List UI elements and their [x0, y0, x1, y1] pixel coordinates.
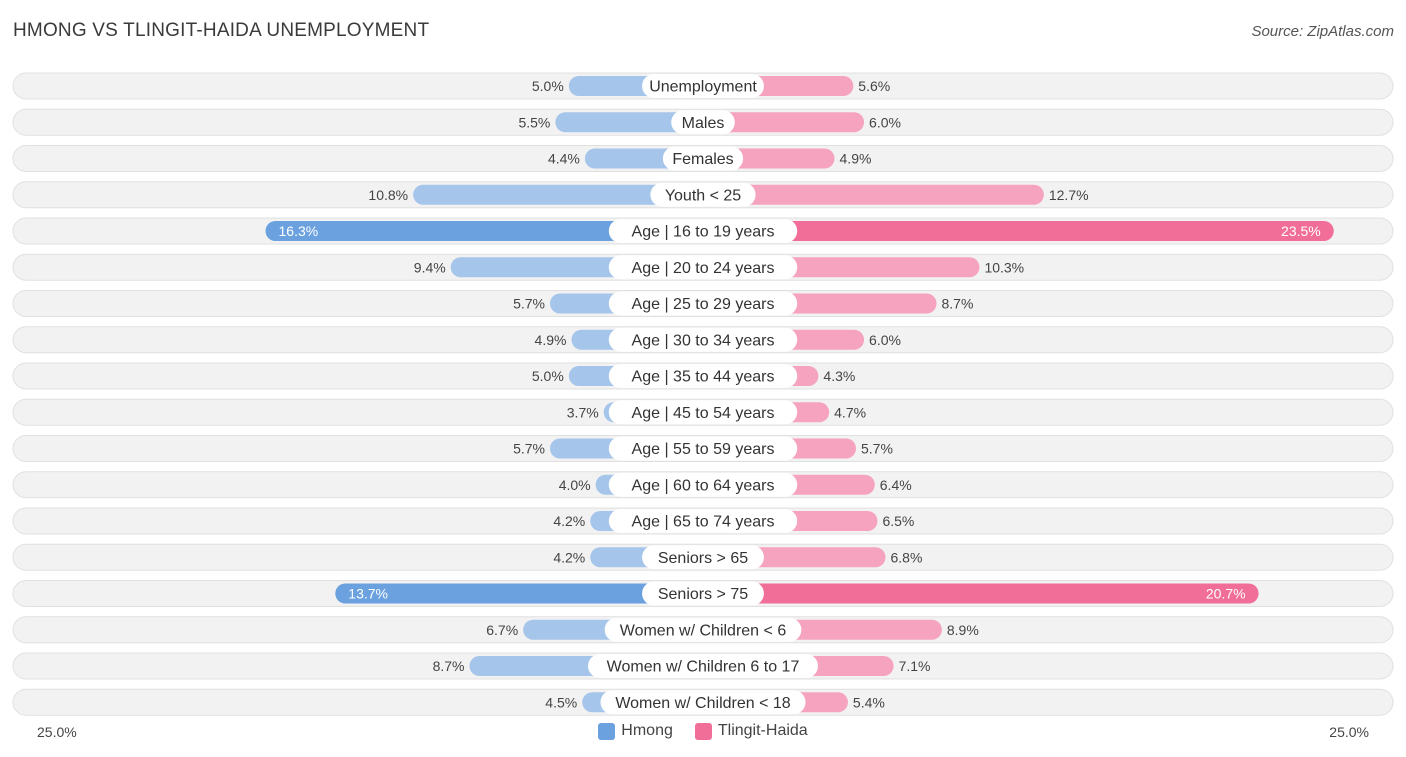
category-label-males: Males	[682, 115, 725, 132]
value-label-hmong-age-60-to-64-years: 4.0%	[559, 477, 591, 493]
value-label-hmong-seniors-65: 4.2%	[553, 549, 585, 565]
value-label-hmong-age-65-to-74-years: 4.2%	[553, 513, 585, 529]
value-label-hmong-females: 4.4%	[548, 151, 580, 167]
bar-tlingit-haida-age-16-to-19-years	[703, 221, 1334, 241]
category-pill-age-45-to-54-years	[608, 400, 798, 425]
value-label-tlingit-haida-age-35-to-44-years: 4.3%	[823, 368, 855, 384]
category-pill-age-30-to-34-years	[608, 327, 798, 352]
axis-right-max-label: 25.0%	[1329, 724, 1369, 740]
value-label-hmong-males: 5.5%	[518, 114, 550, 130]
value-label-hmong-youth-25: 10.8%	[368, 187, 408, 203]
value-label-tlingit-haida-age-25-to-29-years: 8.7%	[942, 296, 974, 312]
category-label-age-35-to-44-years: Age | 35 to 44 years	[632, 369, 775, 386]
value-label-tlingit-haida-age-20-to-24-years: 10.3%	[984, 259, 1024, 275]
bar-hmong-seniors-75	[335, 583, 703, 604]
category-label-women-w-children-6-to-17: Women w/ Children 6 to 17	[607, 659, 800, 676]
legend-swatch-tlingit-haida	[694, 722, 712, 740]
category-pill-unemployment	[642, 74, 764, 98]
value-label-tlingit-haida-age-16-to-19-years: 23.5%	[1281, 223, 1321, 239]
value-label-tlingit-haida-age-65-to-74-years: 6.5%	[882, 513, 914, 529]
value-label-tlingit-haida-males: 6.0%	[869, 114, 901, 130]
legend-label-hmong: Hmong	[621, 722, 673, 739]
value-label-tlingit-haida-unemployment: 5.6%	[858, 78, 890, 94]
category-label-women-w-children-18: Women w/ Children < 18	[615, 695, 790, 712]
category-pill-youth-25	[650, 182, 756, 207]
value-label-hmong-age-55-to-59-years: 5.7%	[513, 441, 545, 457]
category-label-females: Females	[672, 151, 733, 168]
category-label-age-55-to-59-years: Age | 55 to 59 years	[632, 441, 775, 458]
category-pill-males	[671, 110, 735, 135]
category-label-unemployment: Unemployment	[649, 79, 757, 96]
category-label-age-65-to-74-years: Age | 65 to 74 years	[632, 514, 775, 531]
category-pill-women-w-children-18	[600, 690, 806, 715]
category-label-age-30-to-34-years: Age | 30 to 34 years	[632, 332, 775, 349]
category-pill-age-35-to-44-years	[608, 364, 798, 388]
bar-tlingit-haida-seniors-75	[703, 583, 1259, 604]
value-label-hmong-women-w-children-6: 6.7%	[486, 622, 518, 638]
category-pill-age-55-to-59-years	[608, 436, 798, 461]
category-pill-age-16-to-19-years	[608, 219, 798, 243]
legend-swatch-hmong	[598, 722, 616, 740]
value-label-tlingit-haida-women-w-children-6: 8.9%	[947, 622, 979, 638]
bar-hmong-youth-25	[413, 184, 703, 205]
category-pill-age-60-to-64-years	[608, 472, 798, 497]
category-label-youth-25: Youth < 25	[665, 187, 741, 204]
value-label-tlingit-haida-females: 4.9%	[840, 151, 872, 167]
category-label-age-20-to-24-years: Age | 20 to 24 years	[632, 260, 775, 277]
bar-hmong-males	[555, 112, 703, 133]
category-label-age-60-to-64-years: Age | 60 to 64 years	[632, 477, 775, 494]
chart-title: HMONG VS TLINGIT-HAIDA UNEMPLOYMENT	[13, 20, 430, 41]
category-pill-females	[662, 146, 744, 171]
bar-tlingit-haida-youth-25	[703, 184, 1044, 205]
value-label-tlingit-haida-seniors-75: 20.7%	[1206, 586, 1246, 602]
category-label-women-w-children-6: Women w/ Children < 6	[620, 622, 787, 639]
legend-item-hmong[interactable]: Hmong	[598, 722, 673, 740]
category-label-age-25-to-29-years: Age | 25 to 29 years	[632, 296, 775, 313]
legend-item-tlingit-haida[interactable]: Tlingit-Haida	[694, 722, 808, 740]
category-label-age-16-to-19-years: Age | 16 to 19 years	[632, 224, 775, 241]
value-label-hmong-age-25-to-29-years: 5.7%	[513, 296, 545, 312]
category-pill-women-w-children-6-to-17	[588, 654, 818, 678]
value-label-hmong-age-20-to-24-years: 9.4%	[414, 259, 446, 275]
category-label-seniors-65: Seniors > 65	[658, 550, 748, 567]
category-pill-seniors-65	[642, 545, 764, 570]
value-label-tlingit-haida-women-w-children-6-to-17: 7.1%	[899, 658, 931, 674]
value-label-tlingit-haida-age-30-to-34-years: 6.0%	[869, 332, 901, 348]
bar-tlingit-haida-males	[703, 112, 865, 133]
value-label-tlingit-haida-age-45-to-54-years: 4.7%	[834, 404, 866, 420]
legend: Hmong Tlingit-Haida	[0, 722, 1406, 740]
value-label-tlingit-haida-age-60-to-64-years: 6.4%	[880, 477, 912, 493]
category-pill-age-25-to-29-years	[608, 291, 798, 316]
value-label-tlingit-haida-youth-25: 12.7%	[1049, 187, 1089, 203]
value-label-hmong-age-30-to-34-years: 4.9%	[535, 332, 567, 348]
value-label-hmong-age-35-to-44-years: 5.0%	[532, 368, 564, 384]
category-label-seniors-75: Seniors > 75	[658, 586, 748, 603]
value-label-hmong-age-16-to-19-years: 16.3%	[279, 223, 319, 239]
category-pill-age-20-to-24-years	[608, 255, 798, 280]
value-label-hmong-seniors-75: 13.7%	[348, 586, 388, 602]
value-label-tlingit-haida-women-w-children-18: 5.4%	[853, 694, 885, 710]
value-label-hmong-women-w-children-18: 4.5%	[545, 694, 577, 710]
category-pill-age-65-to-74-years	[608, 509, 798, 533]
value-label-hmong-age-45-to-54-years: 3.7%	[567, 404, 599, 420]
value-label-hmong-women-w-children-6-to-17: 8.7%	[433, 658, 465, 674]
value-label-tlingit-haida-seniors-65: 6.8%	[891, 549, 923, 565]
value-label-hmong-unemployment: 5.0%	[532, 78, 564, 94]
bar-hmong-age-16-to-19-years	[265, 221, 703, 241]
legend-label-tlingit-haida: Tlingit-Haida	[717, 722, 808, 739]
category-pill-seniors-75	[642, 581, 764, 606]
category-label-age-45-to-54-years: Age | 45 to 54 years	[632, 405, 775, 422]
axis-left-max-label: 25.0%	[37, 724, 77, 740]
source-note: Source: ZipAtlas.com	[1251, 23, 1394, 40]
category-pill-women-w-children-6	[604, 617, 802, 642]
value-label-tlingit-haida-age-55-to-59-years: 5.7%	[861, 441, 893, 457]
